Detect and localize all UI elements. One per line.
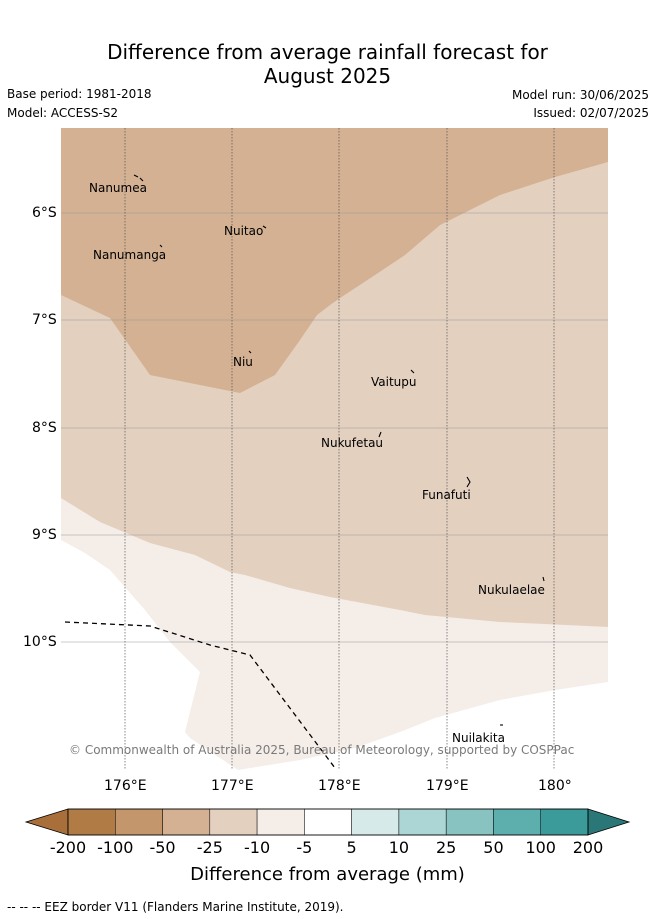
- label-nanumanga: Nanumanga: [93, 248, 167, 262]
- issued-date: Issued: 02/07/2025: [533, 106, 649, 120]
- colorbar-tick-label: -200: [49, 838, 87, 857]
- colorbar-arrow-high: [587, 808, 631, 836]
- colorbar-outline: [67, 808, 589, 836]
- eez-border: [64, 621, 336, 769]
- lon-tick-180: 180°: [538, 778, 572, 794]
- colorbar-tick-label: 100: [525, 838, 556, 857]
- model-name: Model: ACCESS-S2: [7, 106, 119, 120]
- island-nuitao: [262, 225, 267, 229]
- island-nanumanga: [159, 244, 163, 248]
- colorbar-segment: [493, 808, 541, 836]
- colorbar-segment: [162, 808, 211, 836]
- colorbar-tick-label: -50: [149, 838, 176, 857]
- lon-tick-178e: 178°E: [318, 778, 361, 794]
- colorbar-tick-label: -10: [244, 838, 271, 857]
- colorbar: [24, 808, 631, 836]
- label-nanumea: Nanumea: [89, 181, 147, 195]
- colorbar-tick-label: 10: [388, 838, 410, 857]
- island-funafuti: [466, 476, 471, 488]
- colorbar-tick-label: 200: [572, 838, 604, 857]
- label-nukulaelae: Nukulaelae: [478, 583, 545, 597]
- label-vaitupu: Vaitupu: [371, 375, 417, 389]
- colorbar-segment: [256, 808, 305, 836]
- colorbar-title: Difference from average (mm): [190, 864, 465, 885]
- lon-tick-176e: 176°E: [104, 778, 147, 794]
- map-title: Difference from average rainfall forecas…: [0, 40, 655, 88]
- lon-tick-179e: 179°E: [426, 778, 469, 794]
- label-funafuti: Funafuti: [422, 488, 471, 502]
- colorbar-segment: [398, 808, 447, 836]
- zone-dry-strong: [61, 128, 608, 393]
- lat-tick-10s: 10°S: [23, 634, 57, 650]
- label-nukufetau: Nukufetau: [321, 436, 384, 450]
- eez-footnote: -- -- -- EEZ border V11 (Flanders Marine…: [7, 900, 344, 914]
- colorbar-segment: [304, 808, 352, 836]
- lat-tick-8s: 8°S: [32, 420, 57, 436]
- title-line-1: Difference from average rainfall forecas…: [107, 40, 548, 64]
- islands: [133, 174, 545, 726]
- island-nanumea: [133, 174, 144, 182]
- island-nukulaelae: [542, 576, 545, 582]
- colorbar-tick-label: -5: [296, 838, 313, 857]
- island-nukufetau: [378, 431, 382, 438]
- colorbar-tick-label: 5: [346, 838, 357, 857]
- model-run: Model run: 30/06/2025: [511, 88, 649, 102]
- colorbar-arrow-low: [24, 808, 69, 836]
- colorbar-segment: [67, 808, 116, 836]
- colorbar-segment: [115, 808, 163, 836]
- island-niu: [248, 350, 252, 354]
- island-vaitupu: [410, 369, 415, 374]
- colorbar-segment: [540, 808, 589, 836]
- lat-tick-9s: 9°S: [32, 527, 57, 543]
- label-niu: Niu: [233, 355, 253, 369]
- copyright-notice: © Commonwealth of Australia 2025, Bureau…: [69, 743, 575, 757]
- title-line-2: August 2025: [263, 64, 392, 88]
- map-area: [61, 128, 608, 770]
- label-nuilakita: Nuilakita: [452, 731, 505, 745]
- lon-tick-177e: 177°E: [211, 778, 254, 794]
- colorbar-tick-label: 50: [483, 838, 504, 857]
- base-period: Base period: 1981-2018: [7, 87, 152, 101]
- longitude-gridlines: [124, 128, 555, 770]
- colorbar-segment: [445, 808, 494, 836]
- colorbar-segment: [351, 808, 400, 836]
- label-nuitao: Nuitao: [224, 224, 264, 238]
- colorbar-tick-label: -25: [196, 838, 223, 857]
- lat-tick-7s: 7°S: [32, 312, 57, 328]
- lat-tick-6s: 6°S: [32, 205, 57, 221]
- colorbar-segment: [209, 808, 258, 836]
- latitude-gridlines: [61, 212, 608, 643]
- colorbar-tick-label: -100: [97, 838, 134, 857]
- colorbar-tick-label: 25: [435, 838, 457, 857]
